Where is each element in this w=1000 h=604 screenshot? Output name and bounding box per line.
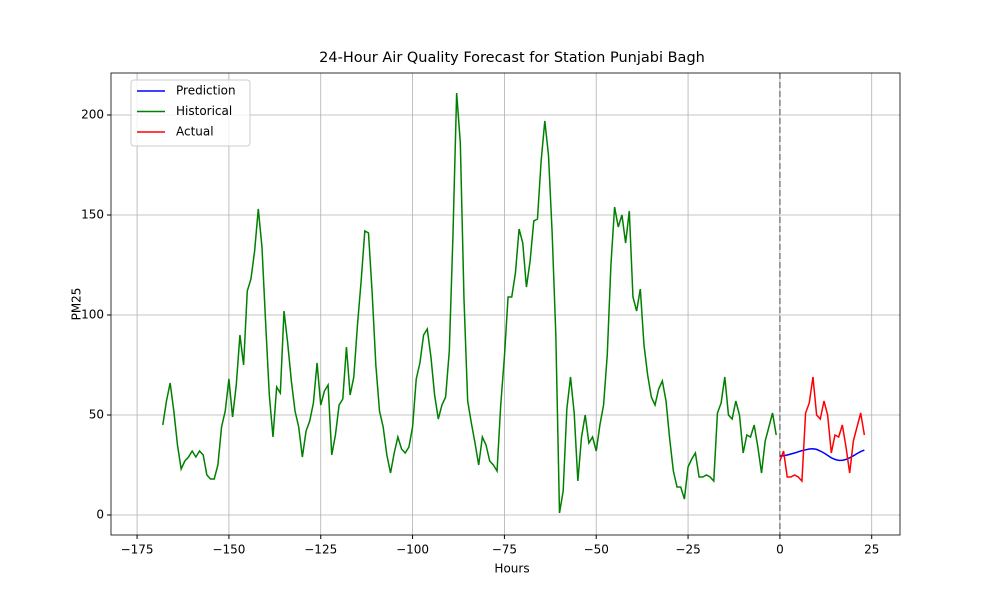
y-tick-label: 200 [81, 108, 104, 122]
legend-label: Actual [176, 125, 214, 139]
x-tick-label: −175 [121, 543, 154, 557]
x-tick-label: 25 [864, 543, 879, 557]
legend-box [130, 79, 251, 147]
y-tick-label: 150 [81, 208, 104, 222]
x-axis-label: Hours [494, 562, 529, 576]
y-tick-label: 0 [96, 508, 104, 522]
legend-label: Prediction [176, 84, 236, 98]
y-axis-label: PM25 [70, 288, 84, 321]
line-series [779, 448, 865, 462]
y-tick-label: 50 [89, 408, 104, 422]
line-series [779, 376, 866, 483]
x-tick-label: −100 [396, 543, 429, 557]
x-tick-label: −25 [675, 543, 700, 557]
x-tick-label: 0 [776, 543, 784, 557]
chart-title: 24-Hour Air Quality Forecast for Station… [319, 50, 705, 66]
plot-frame [110, 72, 901, 536]
x-tick-label: −50 [584, 543, 609, 557]
x-tick-label: −125 [304, 543, 337, 557]
line-series [162, 92, 777, 514]
legend-label: Historical [176, 104, 232, 118]
x-tick-label: −75 [492, 543, 517, 557]
x-tick-label: −150 [212, 543, 245, 557]
y-tick-label: 100 [81, 308, 104, 322]
